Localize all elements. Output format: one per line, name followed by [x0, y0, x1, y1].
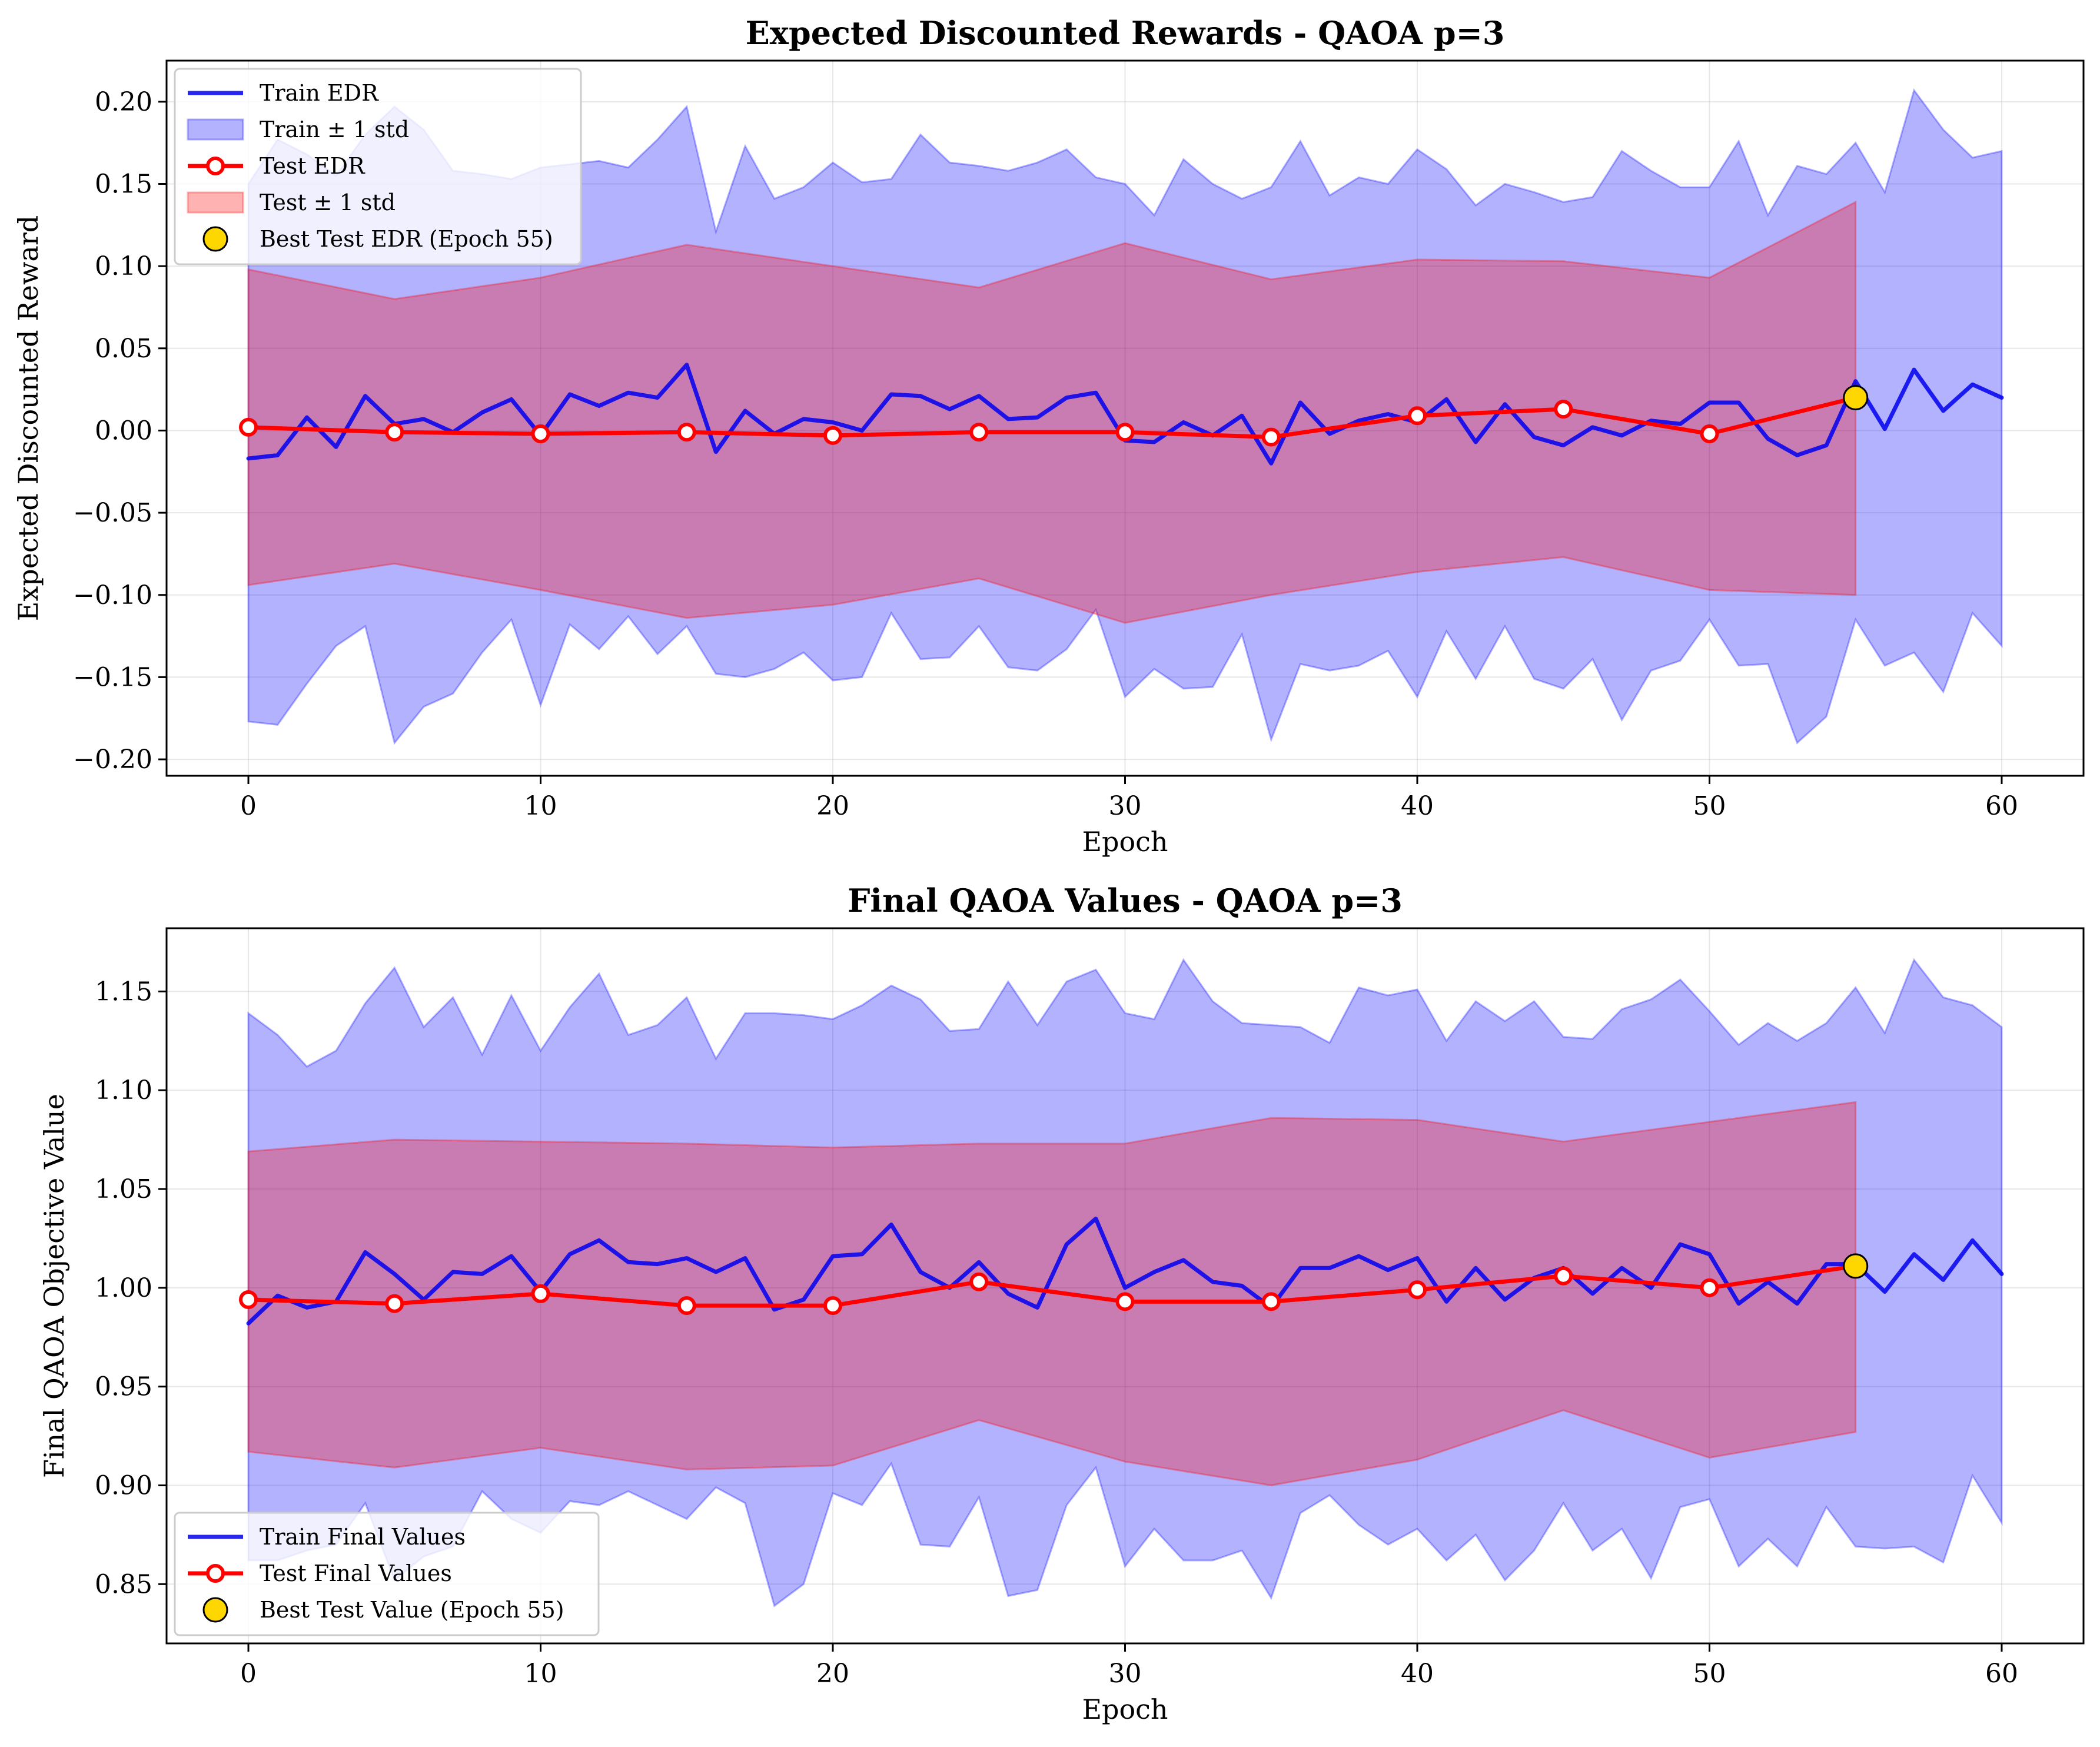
marker-test-edr [239, 417, 258, 437]
legend-frame [174, 1512, 600, 1636]
plot-area [239, 88, 2004, 745]
plot-area [239, 958, 2004, 1607]
marker-test-final-values [1261, 1292, 1281, 1311]
y-tick-label: −0.10 [73, 580, 152, 610]
marker-test-final-values [1115, 1292, 1135, 1311]
grid [167, 61, 2084, 776]
marker-test-final-values [969, 1272, 989, 1291]
y-axis-label: Expected Discounted Reward [12, 215, 44, 622]
marker-test-final-values [1700, 1278, 1719, 1297]
x-tick-label: 20 [816, 1659, 849, 1689]
legend-frame [174, 68, 582, 265]
x-tick-label: 30 [1109, 791, 1142, 821]
x-tick-label: 40 [1401, 791, 1434, 821]
legend-swatch-band [187, 118, 244, 141]
legend-entry-train-1-std: Train ± 1 std [260, 117, 409, 142]
x-tick-label: 60 [1985, 791, 2018, 821]
marker-test-final-values [823, 1296, 843, 1316]
y-tick-label: 0.90 [95, 1470, 152, 1500]
x-tick-label: 30 [1109, 1659, 1142, 1689]
marker-test-final-values [1554, 1266, 1573, 1286]
line-test-edr [246, 396, 1858, 440]
chart-title: Final QAOA Values - QAOA p=3 [848, 882, 1403, 919]
y-tick-label: 1.00 [95, 1273, 152, 1303]
legend-swatch-marker [206, 1564, 225, 1583]
legend-entry-train-final-values: Train Final Values [260, 1524, 466, 1550]
marker-test-final-values [677, 1296, 696, 1316]
y-tick-label: −0.20 [73, 745, 152, 775]
best-point-marker [1843, 1253, 1869, 1279]
marker-test-edr [677, 423, 696, 442]
y-tick-label: 0.20 [95, 87, 152, 117]
marker-test-edr [1554, 400, 1573, 419]
marker-test-edr [385, 423, 404, 442]
y-tick-label: 0.95 [95, 1372, 152, 1402]
band-train-1-std [247, 88, 2003, 745]
x-tick-label: 10 [524, 1659, 557, 1689]
y-tick-label: 0.85 [95, 1569, 152, 1599]
legend-entry-test-final-values: Test Final Values [260, 1560, 452, 1586]
legend-swatch-point [202, 1597, 228, 1623]
y-tick-label: 1.05 [95, 1174, 152, 1204]
marker-test-edr [531, 424, 550, 444]
x-tick-label: 60 [1985, 1659, 2018, 1689]
legend-entry-best-test-edr-epoch-55: Best Test EDR (Epoch 55) [260, 226, 553, 252]
best-point-marker [1843, 385, 1869, 411]
x-tick-label: 20 [816, 791, 849, 821]
x-axis-label: Epoch [1082, 826, 1168, 858]
marker-test-edr [823, 426, 843, 445]
y-tick-label: 0.15 [95, 169, 152, 199]
x-axis-label: Epoch [1082, 1693, 1168, 1725]
marker-test-final-values [239, 1290, 258, 1309]
chart-expected-discounted-rewards: 0 10 20 30 40 50 60 −0.20 −0.15 −0.10 −0.05 0.00 0.0… [12, 14, 2085, 858]
marker-test-edr [1261, 427, 1281, 447]
legend-swatch-band [187, 191, 244, 214]
y-tick-label: 0.10 [95, 251, 152, 281]
marker-test-edr [1115, 423, 1135, 442]
marker-test-final-values [531, 1284, 550, 1303]
x-tick-label: 40 [1401, 1659, 1434, 1689]
legend-swatch-point [202, 226, 228, 252]
x-tick-label: 0 [240, 1659, 257, 1689]
x-tick-label: 10 [524, 791, 557, 821]
y-tick-label: 1.10 [95, 1075, 152, 1105]
marker-test-final-values [1407, 1280, 1427, 1300]
marker-test-edr [1407, 406, 1427, 426]
y-tick-label: 0.00 [95, 416, 152, 446]
y-tick-label: −0.15 [73, 662, 152, 692]
legend-entry-test-edr: Test EDR [260, 153, 365, 179]
y-tick-label: 0.05 [95, 334, 152, 364]
legend: Train EDR Train ± 1 std Test EDR Test ± 1 s… [174, 68, 582, 265]
x-tick-label: 0 [240, 791, 257, 821]
legend: Train Final Values Test Final Values Best … [174, 1512, 600, 1636]
chart-title: Expected Discounted Rewards - QAOA p=3 [746, 14, 1505, 52]
x-tick-label: 50 [1693, 1659, 1726, 1689]
marker-test-edr [1700, 424, 1719, 444]
y-tick-label: −0.05 [73, 498, 152, 528]
legend-swatch-marker [206, 157, 225, 175]
y-axis-label: Final QAOA Objective Value [38, 1094, 70, 1478]
x-tick-label: 50 [1693, 791, 1726, 821]
legend-entry-test-1-std: Test ± 1 std [260, 190, 396, 215]
line-test-final-values [246, 1264, 1858, 1308]
legend-entry-train-edr: Train EDR [260, 80, 379, 106]
marker-test-edr [969, 423, 989, 442]
marker-test-final-values [385, 1294, 404, 1313]
band-test-1-std [247, 200, 1857, 624]
y-tick-label: 1.15 [95, 977, 152, 1007]
chart-final-qaoa-values: 0 10 20 30 40 50 60 0.85 0.90 0.95 1.00 1.05 1.10 1.1… [38, 882, 2085, 1725]
legend-entry-best-test-value-epoch-55: Best Test Value (Epoch 55) [260, 1597, 564, 1623]
